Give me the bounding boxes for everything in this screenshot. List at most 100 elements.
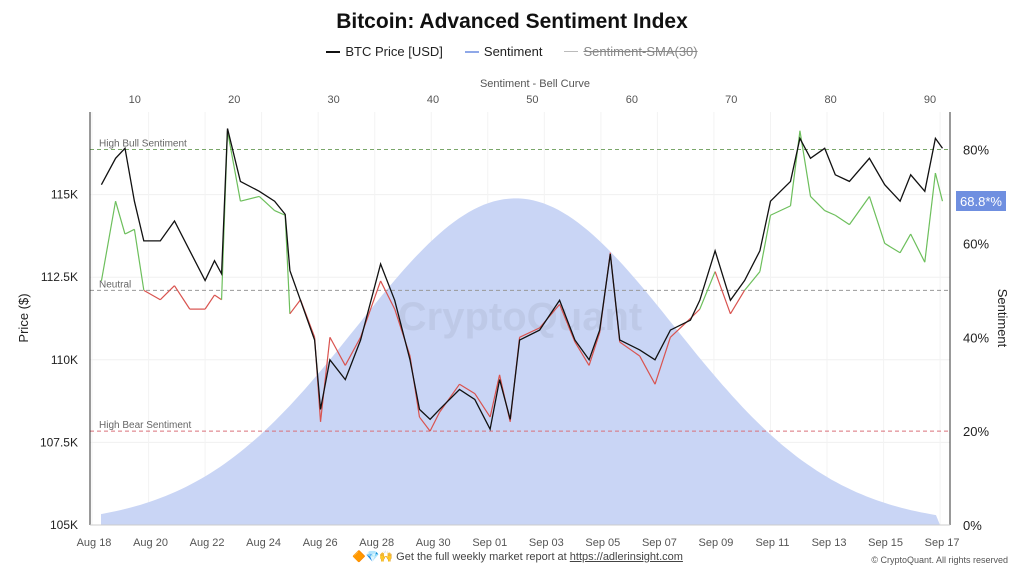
sentiment-segment — [344, 336, 362, 366]
latest-value-badge: 68.8*% — [956, 191, 1006, 211]
bell-curve-area — [101, 198, 940, 525]
sentiment-segment — [619, 341, 641, 357]
footer-text: Get the full weekly market report at — [396, 551, 567, 563]
legend-label: Sentiment — [483, 44, 543, 59]
top-tick-label: 80 — [825, 94, 837, 106]
sentiment-segment — [204, 294, 216, 310]
x-tick-label: Aug 22 — [190, 537, 225, 549]
sentiment-segment — [289, 299, 301, 315]
reference-line-label: Neutral — [99, 279, 131, 290]
sentiment-segment — [868, 196, 886, 244]
sentiment-segment — [114, 201, 126, 235]
sentiment-segment — [714, 271, 731, 315]
sentiment-segment — [133, 229, 145, 291]
x-tick-label: Aug 28 — [359, 537, 394, 549]
sentiment-segment — [824, 210, 836, 216]
sentiment-segment — [226, 130, 242, 202]
sentiment-segment — [588, 332, 601, 366]
right-tick-label: 60% — [963, 236, 989, 251]
top-tick-label: 70 — [725, 94, 737, 106]
sentiment-segment — [899, 233, 912, 254]
legend-item-btc-price[interactable]: BTC Price [USD] — [326, 44, 443, 59]
sentiment-segment — [654, 337, 671, 385]
top-tick-label: 10 — [129, 94, 141, 106]
footer-emojis: 🔶💎🙌 — [352, 551, 394, 563]
top-tick-label: 60 — [626, 94, 638, 106]
legend-swatch — [464, 50, 479, 53]
sentiment-segment — [124, 228, 135, 235]
footer-promo: 🔶💎🙌 Get the full weekly market report at… — [352, 550, 683, 563]
right-tick-label: 20% — [963, 424, 989, 439]
right-axis-label: Sentiment — [995, 289, 1010, 348]
sentiment-segment — [258, 196, 275, 211]
legend-item-sentiment-sma[interactable]: Sentiment-SMA(30) — [564, 44, 698, 59]
left-tick-label: 112.5K — [41, 270, 78, 284]
top-tick-label: 50 — [526, 94, 538, 106]
sentiment-segment — [770, 205, 791, 216]
top-tick-label: 30 — [327, 94, 339, 106]
sentiment-segment — [910, 233, 926, 263]
reference-line-label: High Bull Sentiment — [99, 139, 187, 150]
sentiment-segment — [474, 393, 491, 418]
sentiment-segment — [639, 355, 656, 385]
sentiment-segment — [459, 383, 476, 395]
left-tick-label: 115K — [51, 188, 78, 202]
left-tick-label: 110K — [51, 353, 78, 367]
sentiment-segment — [810, 196, 826, 211]
reference-line-label: High Bear Sentiment — [99, 420, 191, 431]
sentiment-segment — [489, 374, 501, 418]
sentiment-segment — [214, 294, 222, 301]
sentiment-segment — [924, 172, 936, 263]
x-tick-label: Aug 30 — [416, 537, 451, 549]
sentiment-segment — [418, 416, 431, 432]
right-tick-label: 40% — [963, 330, 989, 345]
left-tick-label: 107.5K — [40, 435, 78, 449]
sentiment-segment — [274, 210, 286, 216]
sentiment-segment — [884, 242, 901, 254]
top-tick-label: 20 — [228, 94, 240, 106]
sentiment-segment — [848, 196, 870, 225]
watermark: CryptoQuant — [398, 295, 642, 339]
sentiment-segment — [380, 280, 396, 310]
x-tick-label: Aug 20 — [133, 537, 168, 549]
x-tick-label: Sep 01 — [472, 537, 507, 549]
legend-swatch — [564, 51, 579, 52]
x-tick-label: Sep 07 — [642, 537, 677, 549]
x-tick-label: Sep 15 — [868, 537, 903, 549]
legend-label: Sentiment-SMA(30) — [583, 44, 698, 59]
x-tick-label: Sep 13 — [812, 537, 847, 549]
top-tick-label: 90 — [924, 94, 936, 106]
sentiment-segment — [574, 341, 590, 366]
x-tick-label: Aug 18 — [77, 537, 112, 549]
chart-title: Bitcoin: Advanced Sentiment Index — [336, 10, 688, 33]
sentiment-segment — [143, 289, 161, 301]
x-tick-label: Sep 05 — [585, 537, 620, 549]
sentiment-segment — [173, 285, 191, 310]
sentiment-segment — [729, 290, 746, 315]
sentiment-segment — [240, 195, 260, 202]
footer-link[interactable]: https://adlerinsight.com — [569, 551, 683, 563]
sentiment-segment — [100, 201, 117, 282]
x-tick-label: Aug 24 — [246, 537, 281, 549]
top-axis-label: Sentiment - Bell Curve — [480, 78, 590, 90]
legend-swatch — [326, 50, 341, 53]
sentiment-segment — [744, 271, 761, 291]
sentiment-segment — [159, 285, 175, 301]
sentiment-segment — [519, 327, 540, 338]
btc-price-line — [100, 128, 944, 432]
x-tick-label: Sep 11 — [755, 537, 789, 549]
left-axis-label: Price ($) — [16, 293, 31, 342]
copyright: © CryptoQuant. All rights reserved — [871, 555, 1008, 565]
legend: BTC Price [USD] Sentiment Sentiment-SMA(… — [0, 44, 1024, 59]
sentiment-segment — [319, 337, 331, 422]
sentiment-segment — [438, 383, 460, 413]
sentiment-segment — [284, 215, 291, 314]
right-tick-label: 80% — [963, 143, 989, 158]
legend-item-sentiment[interactable]: Sentiment — [464, 44, 543, 59]
sentiment-segment — [699, 271, 716, 310]
x-tick-label: Sep 03 — [529, 537, 564, 549]
sentiment-segment — [329, 336, 346, 366]
x-tick-label: Sep 09 — [699, 537, 734, 549]
latest-value-text: 68.8*% — [960, 194, 1002, 209]
